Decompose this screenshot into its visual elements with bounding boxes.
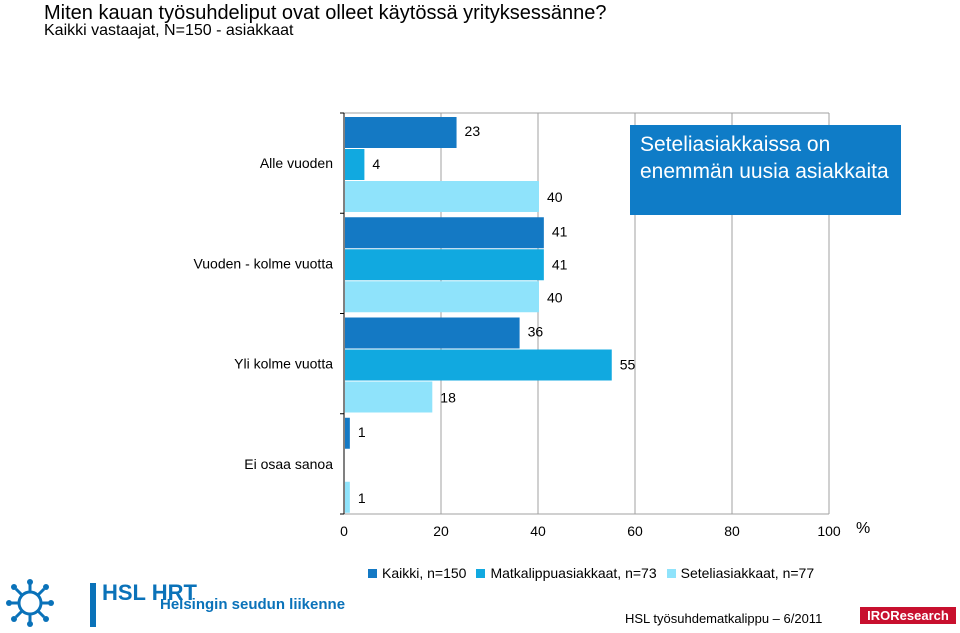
x-tick-label: 80	[724, 523, 740, 539]
hsl-logo-text: HSL HRT	[102, 580, 197, 605]
x-tick-label: 20	[433, 523, 449, 539]
data-label: 18	[440, 390, 456, 406]
bar	[345, 417, 350, 449]
bar	[345, 481, 350, 513]
legend-item-kaikki: Kaikki, n=150	[368, 565, 466, 581]
legend-label-kaikki: Kaikki, n=150	[382, 565, 467, 581]
legend-label-seteli: Seteliasiakkaat, n=77	[680, 565, 815, 581]
callout-box: Seteliasiakkaissa on enemmän uusia asiak…	[630, 125, 901, 215]
x-tick-label: 60	[627, 523, 643, 539]
x-tick-label: 40	[530, 523, 546, 539]
category-label: Yli kolme vuotta	[234, 356, 333, 372]
legend-label-matkalippu: Matkalippuasiakkaat, n=73	[490, 565, 657, 581]
data-label: 1	[358, 424, 366, 440]
data-label: 40	[547, 189, 563, 205]
data-label: 55	[620, 357, 636, 373]
legend-swatch-matkalippu	[476, 568, 486, 578]
bar	[345, 249, 544, 281]
hsl-logo-icon	[6, 579, 54, 627]
data-label: 4	[372, 156, 380, 172]
bar	[345, 181, 539, 212]
category-label: Ei osaa sanoa	[244, 456, 333, 472]
data-label: 41	[552, 223, 568, 239]
legend-item-seteli: Seteliasiakkaat, n=77	[666, 565, 815, 581]
bar	[345, 217, 544, 249]
survey-footer: HSL työsuhdematkalippu – 6/2011	[625, 611, 823, 626]
data-label: 1	[358, 490, 366, 506]
bar	[345, 349, 612, 381]
category-label: Alle vuoden	[260, 155, 333, 171]
chart-legend: Kaikki, n=150 Matkalippuasiakkaat, n=73 …	[368, 565, 824, 581]
bar	[345, 281, 539, 313]
x-unit-label: %	[856, 520, 870, 537]
bar	[345, 149, 365, 180]
x-tick-label: 0	[340, 523, 348, 539]
data-label: 41	[552, 256, 568, 272]
hsl-logo-bar	[90, 583, 96, 627]
data-label: 23	[465, 123, 481, 139]
bar	[345, 381, 433, 413]
chart-title: Miten kauan työsuhdeliput ovat olleet kä…	[44, 2, 607, 24]
category-label: Vuoden - kolme vuotta	[193, 255, 333, 271]
data-label: 36	[528, 324, 544, 340]
hsl-brand-name: Helsingin seudun liikenne	[160, 596, 346, 613]
data-label: 40	[547, 289, 563, 305]
chart-subtitle: Kaikki vastaajat, N=150 - asiakkaat	[44, 22, 294, 39]
legend-item-matkalippu: Matkalippuasiakkaat, n=73	[476, 565, 657, 581]
x-tick-label: 100	[817, 523, 841, 539]
bar	[345, 317, 520, 349]
legend-swatch-kaikki	[368, 568, 377, 578]
legend-swatch-seteli	[666, 568, 676, 578]
bar	[345, 117, 457, 148]
iroresearch-logo: IROResearch	[860, 607, 956, 624]
